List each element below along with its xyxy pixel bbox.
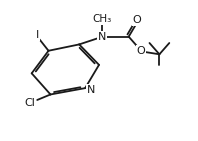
Text: O: O bbox=[137, 46, 145, 56]
Text: N: N bbox=[98, 32, 106, 42]
Text: Cl: Cl bbox=[24, 98, 35, 108]
Text: I: I bbox=[36, 30, 39, 40]
Text: O: O bbox=[133, 15, 141, 25]
Text: CH₃: CH₃ bbox=[92, 14, 112, 24]
Text: N: N bbox=[87, 85, 95, 94]
